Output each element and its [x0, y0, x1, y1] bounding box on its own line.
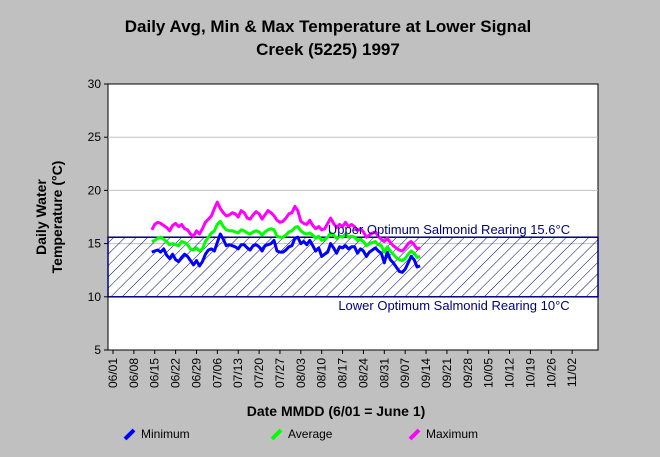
x-tick-label-08-03: 08/03	[294, 358, 308, 388]
x-tick-label-06-15: 06/15	[148, 358, 162, 388]
legend-label-minimum: Minimum	[141, 427, 190, 441]
x-tick-label-09-07: 09/07	[398, 358, 412, 388]
x-tick-label-08-10: 08/10	[315, 358, 329, 388]
x-tick-label-10-19: 10/19	[523, 358, 537, 388]
x-axis-label: Date MMDD (6/01 = June 1)	[247, 403, 426, 419]
x-tick-label-06-22: 06/22	[169, 358, 183, 388]
x-tick-label-09-21: 09/21	[440, 358, 454, 388]
x-tick-label-09-14: 09/14	[419, 358, 433, 388]
plot-area	[107, 83, 599, 351]
x-tick-label-10-26: 10/26	[544, 358, 558, 388]
x-tick-label-11-02: 11/02	[565, 358, 579, 387]
chart-title-line-2: Creek (5225) 1997	[256, 40, 400, 59]
lower-optimum-label: Lower Optimum Salmonid Rearing 10°C	[338, 298, 569, 313]
series-line-average	[151, 219, 421, 263]
x-tick-label-07-06: 07/06	[210, 358, 224, 388]
upper-optimum-label: Upper Optimum Salmonid Rearing 15.6°C	[328, 222, 570, 237]
x-tick-label-10-12: 10/12	[503, 358, 517, 388]
legend-label-maximum: Maximum	[426, 427, 478, 441]
legend-swatch-maximum	[408, 428, 421, 441]
y-axis-label-line-2: Temperature (°C)	[49, 161, 65, 274]
y-axis-label-line-1: Daily Water	[33, 179, 49, 255]
series-line-maximum	[150, 200, 421, 253]
y-tick-label-30: 30	[88, 77, 102, 91]
x-tick-label-08-17: 08/17	[336, 358, 350, 388]
legend-label-average: Average	[288, 427, 333, 441]
x-tick-label-07-27: 07/27	[273, 358, 287, 388]
x-tick-label-09-28: 09/28	[461, 358, 475, 388]
y-tick-label-20: 20	[88, 183, 102, 197]
x-tick-label-06-08: 06/08	[127, 358, 141, 388]
y-axis-ticks: 5 10 15 20 25 30	[88, 77, 108, 357]
series-line-minimum	[151, 232, 421, 274]
legend-swatch-average	[270, 428, 283, 441]
y-tick-label-10: 10	[88, 290, 102, 304]
x-tick-label-07-13: 07/13	[231, 358, 245, 388]
x-tick-label-06-29: 06/29	[189, 358, 203, 388]
x-tick-label-06-01: 06/01	[106, 358, 120, 388]
y-tick-label-15: 15	[88, 237, 102, 251]
x-axis-ticks: 06/01 06/08 06/15 06/22 06/29 07/06 07/13 07/20…	[106, 350, 579, 388]
x-tick-label-08-24: 08/24	[356, 358, 370, 388]
x-tick-label-07-20: 07/20	[252, 358, 266, 388]
x-tick-label-10-05: 10/05	[482, 358, 496, 388]
series-layer	[150, 200, 421, 274]
chart-title-line-1: Daily Avg, Min & Max Temperature at Lowe…	[125, 17, 532, 36]
y-tick-label-5: 5	[94, 343, 101, 357]
legend: Minimum Average Maximum	[123, 427, 478, 441]
x-tick-label-08-31: 08/31	[377, 358, 391, 388]
y-tick-label-25: 25	[88, 130, 102, 144]
legend-swatch-minimum	[123, 428, 136, 441]
